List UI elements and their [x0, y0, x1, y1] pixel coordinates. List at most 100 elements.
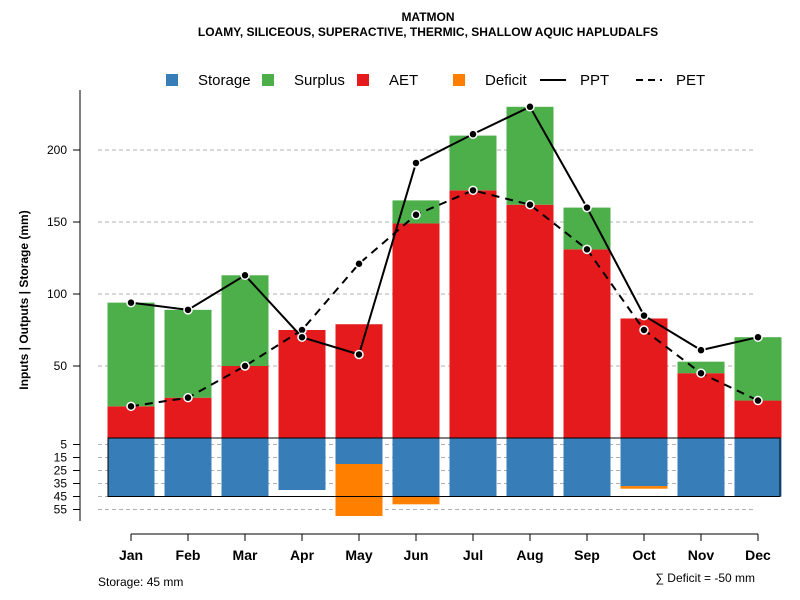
aet-bar-Dec	[734, 400, 782, 438]
legend-label-deficit: Deficit	[485, 72, 528, 89]
aet-bar-May	[335, 324, 383, 438]
y-tick-label-50: 50	[54, 359, 68, 373]
surplus-bar-Mar	[221, 275, 269, 366]
pet-point-Dec	[753, 395, 763, 406]
surplus-bar-Dec	[734, 337, 782, 401]
storage-bar-Jan	[107, 438, 155, 497]
pet-point-Feb	[183, 392, 193, 403]
storage-panel	[98, 437, 782, 516]
legend-swatch-surplus	[262, 74, 274, 86]
x-tick-label-Dec: Dec	[745, 547, 771, 563]
aet-bar-Feb	[164, 397, 212, 438]
storage-bar-Sep	[563, 438, 611, 497]
y-lower-tick-label-45: 45	[54, 490, 68, 504]
aet-bar-Sep	[563, 249, 611, 438]
chart-title: MATMON	[401, 10, 454, 24]
surplus-bar-Sep	[563, 207, 611, 250]
ppt-point-Dec	[753, 332, 763, 342]
chart-subtitle: LOAMY, SILICEOUS, SUPERACTIVE, THERMIC, …	[198, 25, 658, 39]
series-lines	[126, 102, 763, 412]
ppt-point-Mar	[240, 270, 250, 281]
y-lower-tick-label-35: 35	[54, 477, 68, 491]
pet-line	[130, 189, 759, 408]
aet-bar-Oct	[620, 318, 668, 438]
storage-bar-Aug	[506, 438, 554, 497]
legend-swatch-deficit	[453, 74, 465, 86]
pet-point-Nov	[696, 368, 706, 378]
storage-bar-Mar	[221, 438, 269, 497]
aet-bar-Jun	[392, 223, 440, 438]
y-lower-tick-label-15: 15	[54, 451, 68, 465]
aet-bar-Jan	[107, 406, 155, 438]
aet-bar-Mar	[221, 366, 269, 438]
legend-swatch-storage	[166, 74, 178, 86]
legend-label-surplus: Surplus	[294, 72, 345, 89]
storage-bar-Nov	[677, 438, 725, 497]
legend-swatch-aet	[357, 74, 369, 86]
x-tick-label-Apr: Apr	[290, 547, 315, 563]
pet-point-Jun	[411, 210, 421, 220]
surplus-bar-Jul	[449, 135, 497, 191]
storage-bar-Jul	[449, 438, 497, 497]
legend-label-pet: PET	[676, 72, 705, 89]
aet-bar-Jul	[449, 190, 497, 438]
x-tick-label-Feb: Feb	[176, 547, 201, 563]
ppt-point-Apr	[297, 332, 307, 342]
ppt-point-Jul	[468, 129, 478, 139]
ppt-point-Oct	[639, 310, 649, 321]
storage-bar-Oct	[620, 438, 668, 487]
y-tick-label-200: 200	[47, 143, 67, 157]
ppt-point-Aug	[525, 102, 535, 112]
ppt-point-Sep	[582, 202, 592, 213]
pet-point-Jan	[126, 401, 136, 412]
storage-bar-May	[335, 438, 383, 464]
surplus-bar-Jan	[107, 302, 155, 407]
deficit-bar-May	[335, 464, 383, 516]
y-lower-tick-label-55: 55	[54, 503, 68, 517]
pet-point-Jul	[468, 185, 478, 196]
ppt-point-Jan	[126, 297, 136, 308]
aet-bar-Nov	[677, 373, 725, 438]
y-lower-tick-label-5: 5	[60, 438, 67, 452]
x-tick-label-Jul: Jul	[463, 547, 483, 563]
y-axis-label: Inputs | Outputs | Storage (mm)	[17, 210, 31, 389]
pet-point-Mar	[240, 361, 250, 371]
surplus-bar-Feb	[164, 309, 212, 398]
ppt-point-Feb	[183, 305, 193, 315]
ppt-point-May	[354, 349, 364, 360]
storage-bar-Feb	[164, 438, 212, 497]
x-tick-label-Aug: Aug	[516, 547, 543, 563]
surplus-bar-Nov	[677, 361, 725, 374]
x-tick-label-Mar: Mar	[233, 547, 258, 563]
storage-note: Storage: 45 mm	[98, 575, 183, 589]
pet-point-Sep	[582, 244, 592, 255]
x-tick-label-Oct: Oct	[632, 547, 656, 563]
y-tick-label-150: 150	[47, 215, 67, 229]
ppt-point-Jun	[411, 158, 421, 168]
deficit-note: ∑ Deficit = -50 mm	[655, 571, 755, 585]
storage-bar-Dec	[734, 438, 782, 497]
x-tick-label-May: May	[345, 547, 372, 563]
x-tick-label-Nov: Nov	[688, 547, 715, 563]
y-lower-tick-label-25: 25	[54, 464, 68, 478]
legend-label-storage: Storage	[198, 72, 251, 89]
x-tick-label-Jun: Jun	[404, 547, 429, 563]
y-tick-label-100: 100	[47, 287, 67, 301]
ppt-point-Nov	[696, 345, 706, 355]
legend-label-aet: AET	[389, 72, 418, 89]
deficit-bar-Oct	[620, 486, 668, 489]
storage-bar-Jun	[392, 438, 440, 497]
aet-bar-Aug	[506, 204, 554, 438]
pet-point-May	[354, 259, 364, 269]
x-tick-label-Jan: Jan	[119, 547, 143, 563]
legend: Storage Surplus AET Deficit PPT PET	[166, 72, 705, 89]
pet-point-Aug	[525, 199, 535, 210]
aet-bar-Apr	[278, 330, 326, 438]
surplus-bar-Aug	[506, 106, 554, 205]
storage-bar-Apr	[278, 438, 326, 490]
storage-capacity-frame	[107, 437, 781, 497]
deficit-bar-Jun	[392, 496, 440, 505]
pet-point-Oct	[639, 325, 649, 335]
